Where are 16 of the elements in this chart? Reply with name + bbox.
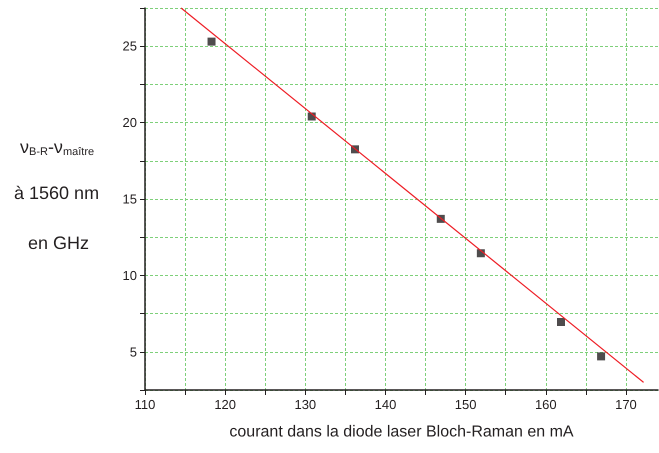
y-tick-label: 25: [122, 38, 137, 54]
x-tick-label: 110: [134, 397, 156, 412]
y-tick-label: 5: [130, 344, 137, 360]
y-tick-label: 15: [122, 192, 137, 206]
y-tick-label: 10: [122, 268, 137, 283]
point: [208, 38, 216, 46]
x-tick-label: 140: [374, 397, 396, 412]
x-tick-label: 130: [294, 397, 316, 412]
y-tick-label: 20: [122, 115, 137, 130]
x-tick-label: 150: [454, 397, 476, 412]
x-tick-label: 120: [214, 397, 236, 412]
x-tick-label: 170: [615, 397, 637, 412]
x-axis-title: courant dans la diode laser Bloch-Raman en mA: [229, 424, 574, 440]
point: [557, 318, 566, 326]
x-tick-label: 160: [534, 397, 557, 412]
point: [597, 352, 606, 360]
